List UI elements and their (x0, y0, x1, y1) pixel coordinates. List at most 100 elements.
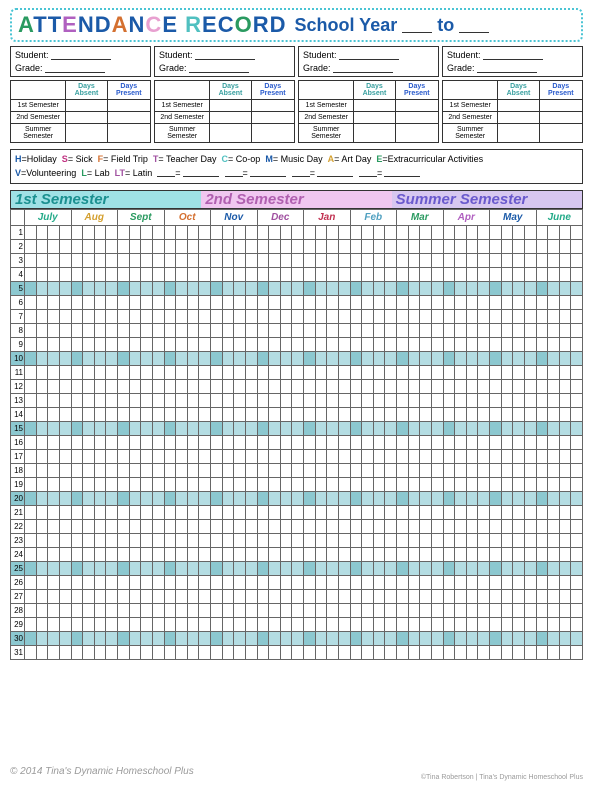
calendar-cell[interactable] (536, 506, 548, 520)
calendar-cell[interactable] (350, 380, 362, 394)
calendar-cell[interactable] (211, 282, 223, 296)
calendar-cell[interactable] (71, 562, 83, 576)
calendar-cell[interactable] (513, 618, 525, 632)
calendar-cell[interactable] (152, 450, 164, 464)
calendar-cell[interactable] (187, 352, 199, 366)
calendar-cell[interactable] (490, 464, 502, 478)
calendar-cell[interactable] (106, 352, 118, 366)
calendar-cell[interactable] (373, 240, 385, 254)
calendar-cell[interactable] (257, 268, 269, 282)
calendar-cell[interactable] (222, 618, 234, 632)
legend-blank-key[interactable] (292, 169, 310, 177)
calendar-cell[interactable] (187, 590, 199, 604)
calendar-cell[interactable] (571, 408, 583, 422)
calendar-cell[interactable] (25, 464, 37, 478)
calendar-cell[interactable] (176, 632, 188, 646)
calendar-cell[interactable] (141, 366, 153, 380)
calendar-cell[interactable] (420, 478, 432, 492)
calendar-cell[interactable] (280, 394, 292, 408)
calendar-cell[interactable] (48, 226, 60, 240)
calendar-cell[interactable] (466, 310, 478, 324)
calendar-cell[interactable] (141, 408, 153, 422)
calendar-cell[interactable] (94, 282, 106, 296)
calendar-cell[interactable] (245, 506, 257, 520)
calendar-cell[interactable] (548, 604, 560, 618)
present-cell[interactable] (107, 100, 150, 112)
calendar-cell[interactable] (36, 254, 48, 268)
calendar-cell[interactable] (304, 450, 316, 464)
calendar-cell[interactable] (234, 394, 246, 408)
calendar-cell[interactable] (234, 464, 246, 478)
calendar-cell[interactable] (187, 520, 199, 534)
calendar-cell[interactable] (350, 646, 362, 660)
calendar-cell[interactable] (466, 394, 478, 408)
calendar-cell[interactable] (327, 548, 339, 562)
calendar-cell[interactable] (83, 618, 95, 632)
calendar-cell[interactable] (83, 590, 95, 604)
calendar-cell[interactable] (269, 282, 281, 296)
calendar-cell[interactable] (118, 394, 130, 408)
calendar-cell[interactable] (129, 520, 141, 534)
calendar-cell[interactable] (420, 226, 432, 240)
calendar-cell[interactable] (350, 450, 362, 464)
calendar-cell[interactable] (25, 604, 37, 618)
calendar-cell[interactable] (59, 254, 71, 268)
calendar-cell[interactable] (152, 254, 164, 268)
calendar-cell[interactable] (408, 282, 420, 296)
calendar-cell[interactable] (338, 226, 350, 240)
calendar-cell[interactable] (245, 534, 257, 548)
calendar-cell[interactable] (385, 240, 397, 254)
calendar-cell[interactable] (420, 366, 432, 380)
calendar-cell[interactable] (327, 618, 339, 632)
calendar-cell[interactable] (327, 604, 339, 618)
calendar-cell[interactable] (71, 296, 83, 310)
calendar-cell[interactable] (385, 282, 397, 296)
calendar-cell[interactable] (59, 296, 71, 310)
calendar-cell[interactable] (129, 422, 141, 436)
calendar-cell[interactable] (129, 338, 141, 352)
calendar-cell[interactable] (408, 576, 420, 590)
calendar-cell[interactable] (338, 506, 350, 520)
calendar-cell[interactable] (571, 632, 583, 646)
calendar-cell[interactable] (490, 366, 502, 380)
calendar-cell[interactable] (269, 338, 281, 352)
calendar-cell[interactable] (118, 226, 130, 240)
calendar-cell[interactable] (257, 366, 269, 380)
calendar-cell[interactable] (536, 352, 548, 366)
calendar-cell[interactable] (71, 576, 83, 590)
calendar-cell[interactable] (466, 240, 478, 254)
calendar-cell[interactable] (362, 632, 374, 646)
calendar-cell[interactable] (327, 282, 339, 296)
calendar-cell[interactable] (501, 226, 513, 240)
calendar-cell[interactable] (257, 590, 269, 604)
calendar-cell[interactable] (304, 338, 316, 352)
calendar-cell[interactable] (431, 226, 443, 240)
calendar-cell[interactable] (478, 464, 490, 478)
calendar-cell[interactable] (25, 478, 37, 492)
calendar-cell[interactable] (245, 296, 257, 310)
calendar-cell[interactable] (199, 324, 211, 338)
calendar-cell[interactable] (501, 464, 513, 478)
calendar-cell[interactable] (420, 464, 432, 478)
calendar-cell[interactable] (304, 604, 316, 618)
calendar-cell[interactable] (304, 240, 316, 254)
calendar-cell[interactable] (222, 478, 234, 492)
calendar-cell[interactable] (362, 296, 374, 310)
calendar-cell[interactable] (234, 632, 246, 646)
calendar-cell[interactable] (524, 324, 536, 338)
calendar-cell[interactable] (466, 520, 478, 534)
calendar-cell[interactable] (164, 520, 176, 534)
calendar-cell[interactable] (362, 562, 374, 576)
calendar-cell[interactable] (164, 254, 176, 268)
calendar-cell[interactable] (420, 310, 432, 324)
calendar-cell[interactable] (257, 492, 269, 506)
calendar-cell[interactable] (304, 254, 316, 268)
calendar-cell[interactable] (373, 618, 385, 632)
calendar-cell[interactable] (408, 632, 420, 646)
calendar-cell[interactable] (48, 240, 60, 254)
calendar-cell[interactable] (211, 548, 223, 562)
calendar-cell[interactable] (513, 380, 525, 394)
calendar-cell[interactable] (373, 464, 385, 478)
calendar-cell[interactable] (36, 268, 48, 282)
calendar-cell[interactable] (304, 478, 316, 492)
